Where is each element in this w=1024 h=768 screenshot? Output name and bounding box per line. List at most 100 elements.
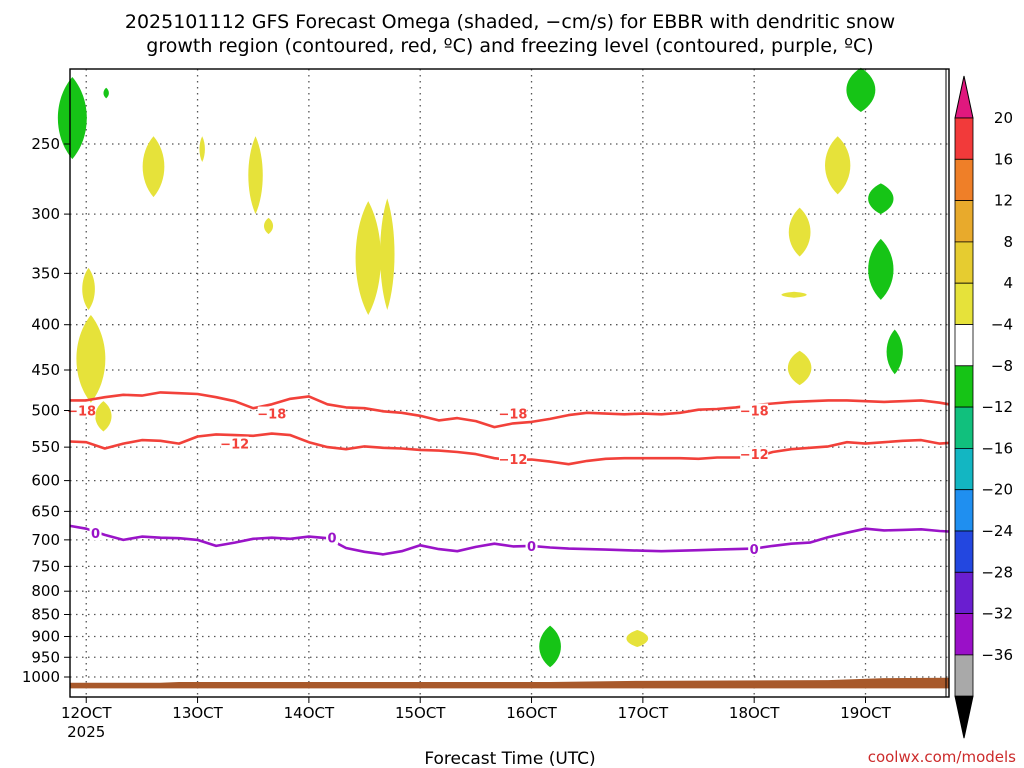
y-tick-label: 400	[31, 316, 60, 334]
omega-patch	[355, 201, 381, 315]
omega-patch	[380, 198, 395, 311]
omega-patch	[82, 267, 95, 311]
colorbar-tick-label: 8	[1003, 233, 1013, 251]
contour-label-bg	[67, 403, 96, 418]
chart-title-line-2: growth region (contoured, red, ºC) and f…	[146, 35, 873, 57]
omega-patch	[825, 136, 851, 195]
colorbar-segment	[954, 324, 974, 367]
x-tick-label: 14OCT	[284, 704, 335, 722]
colorbar-tick-label: −16	[981, 439, 1013, 457]
omega-patch	[248, 136, 263, 215]
colorbar-segment	[954, 489, 974, 532]
x-tick-label: 18OCT	[729, 704, 780, 722]
omega-patch	[539, 625, 561, 668]
contour-label: 0	[527, 540, 536, 555]
contour-label: 0	[91, 527, 100, 542]
x-tick-year: 2025	[67, 723, 105, 741]
contour-label: −12	[740, 448, 769, 463]
omega-patch	[886, 329, 903, 375]
x-axis-label: Forecast Time (UTC)	[424, 749, 595, 768]
contour-label-bg	[740, 403, 769, 418]
contour-label-bg	[498, 451, 527, 466]
y-tick-label: 900	[31, 627, 60, 645]
colorbar-segment	[954, 447, 974, 491]
colorbar-tick-label: −36	[981, 646, 1013, 664]
x-tick-label: 12OCT	[61, 704, 112, 722]
colorbar-tick-label: −32	[981, 605, 1013, 623]
colorbar-tick-label: −4	[991, 316, 1013, 334]
contour-label: 0	[750, 543, 759, 558]
omega-patch	[57, 76, 87, 160]
omega-patch	[787, 350, 812, 386]
plot-frame	[69, 68, 950, 698]
colorbar-tick-label: −24	[981, 522, 1013, 540]
omega-patch	[781, 291, 807, 298]
terrain-layer	[70, 677, 949, 689]
chart-title-line-1: 2025101112 GFS Forecast Omega (shaded, −…	[125, 11, 895, 33]
contour-label-bg	[740, 447, 769, 462]
contour-label-bg	[525, 538, 538, 553]
colorbar-segment	[954, 613, 974, 656]
colorbar-segment	[954, 241, 974, 284]
colorbar-tick-label: −28	[981, 563, 1013, 581]
contour-label-bg	[257, 406, 286, 421]
x-tick-label: 17OCT	[618, 704, 669, 722]
omega-patch	[868, 183, 894, 215]
colorbar-segment	[954, 654, 974, 697]
colorbar-segment	[954, 365, 974, 408]
y-axis: 250 300 350 400 450 500 550 600 650 700 750 800 850 9…	[22, 135, 70, 686]
colorbar-segment	[954, 571, 974, 614]
contour-label: −12	[498, 453, 527, 468]
y-tick-label: 250	[31, 135, 60, 153]
omega-shading	[57, 67, 903, 668]
contour-line-dgz-minus18	[70, 391, 950, 429]
credit-text: coolwx.com/models	[868, 748, 1016, 766]
colorbar-tick-label: −20	[981, 481, 1013, 499]
y-tick-label: 800	[31, 582, 60, 600]
colorbar-tick-label: 4	[1003, 274, 1013, 292]
colorbar-segment	[954, 117, 974, 160]
y-tick-label: 600	[31, 472, 60, 490]
omega-patch	[76, 314, 106, 403]
colorbar-top-arrow	[954, 75, 974, 119]
y-tick-label: 500	[31, 402, 60, 420]
omega-patch	[103, 87, 109, 99]
colorbar-tick-label: −8	[991, 357, 1013, 375]
y-tick-label: 350	[31, 264, 60, 282]
terrain-surface	[70, 677, 949, 689]
colorbar-segment	[954, 406, 974, 449]
omega-patch	[846, 67, 876, 112]
colorbar-tick-label: −12	[981, 398, 1013, 416]
y-tick-label: 450	[31, 361, 60, 379]
omega-patch	[142, 136, 165, 198]
y-tick-label: 1000	[22, 668, 60, 686]
contour-labels: −18 −18 −18 −18 −12 −12 −12 0 0 0 0	[67, 403, 769, 558]
omega-patch	[868, 238, 894, 300]
colorbar-tick-label: 16	[994, 150, 1013, 168]
colorbar-segment	[954, 282, 974, 325]
y-tick-label: 300	[31, 205, 60, 223]
x-tick-label: 13OCT	[172, 704, 223, 722]
contour-label-bg	[326, 530, 339, 545]
contour-label-bg	[748, 542, 761, 557]
colorbar-tick-label: 20	[994, 109, 1013, 127]
colorbar-tick-label: 12	[994, 192, 1013, 210]
y-tick-label: 650	[31, 502, 60, 520]
omega-patch	[788, 207, 811, 257]
contour-label: 0	[328, 532, 337, 547]
y-tick-label: 850	[31, 606, 60, 624]
plot-area	[70, 69, 949, 697]
y-tick-label: 550	[31, 438, 60, 456]
omega-patch	[199, 136, 205, 163]
x-tick-label: 19OCT	[840, 704, 891, 722]
contour-label: −18	[498, 408, 527, 423]
omega-patch	[626, 630, 649, 648]
contour-label-bg	[498, 406, 527, 421]
omega-patch	[264, 217, 274, 235]
y-tick-label: 750	[31, 557, 60, 575]
x-tick-label: 16OCT	[506, 704, 557, 722]
contour-label-bg	[89, 526, 102, 541]
colorbar-segment	[954, 200, 974, 243]
contour-label: −12	[220, 438, 249, 453]
